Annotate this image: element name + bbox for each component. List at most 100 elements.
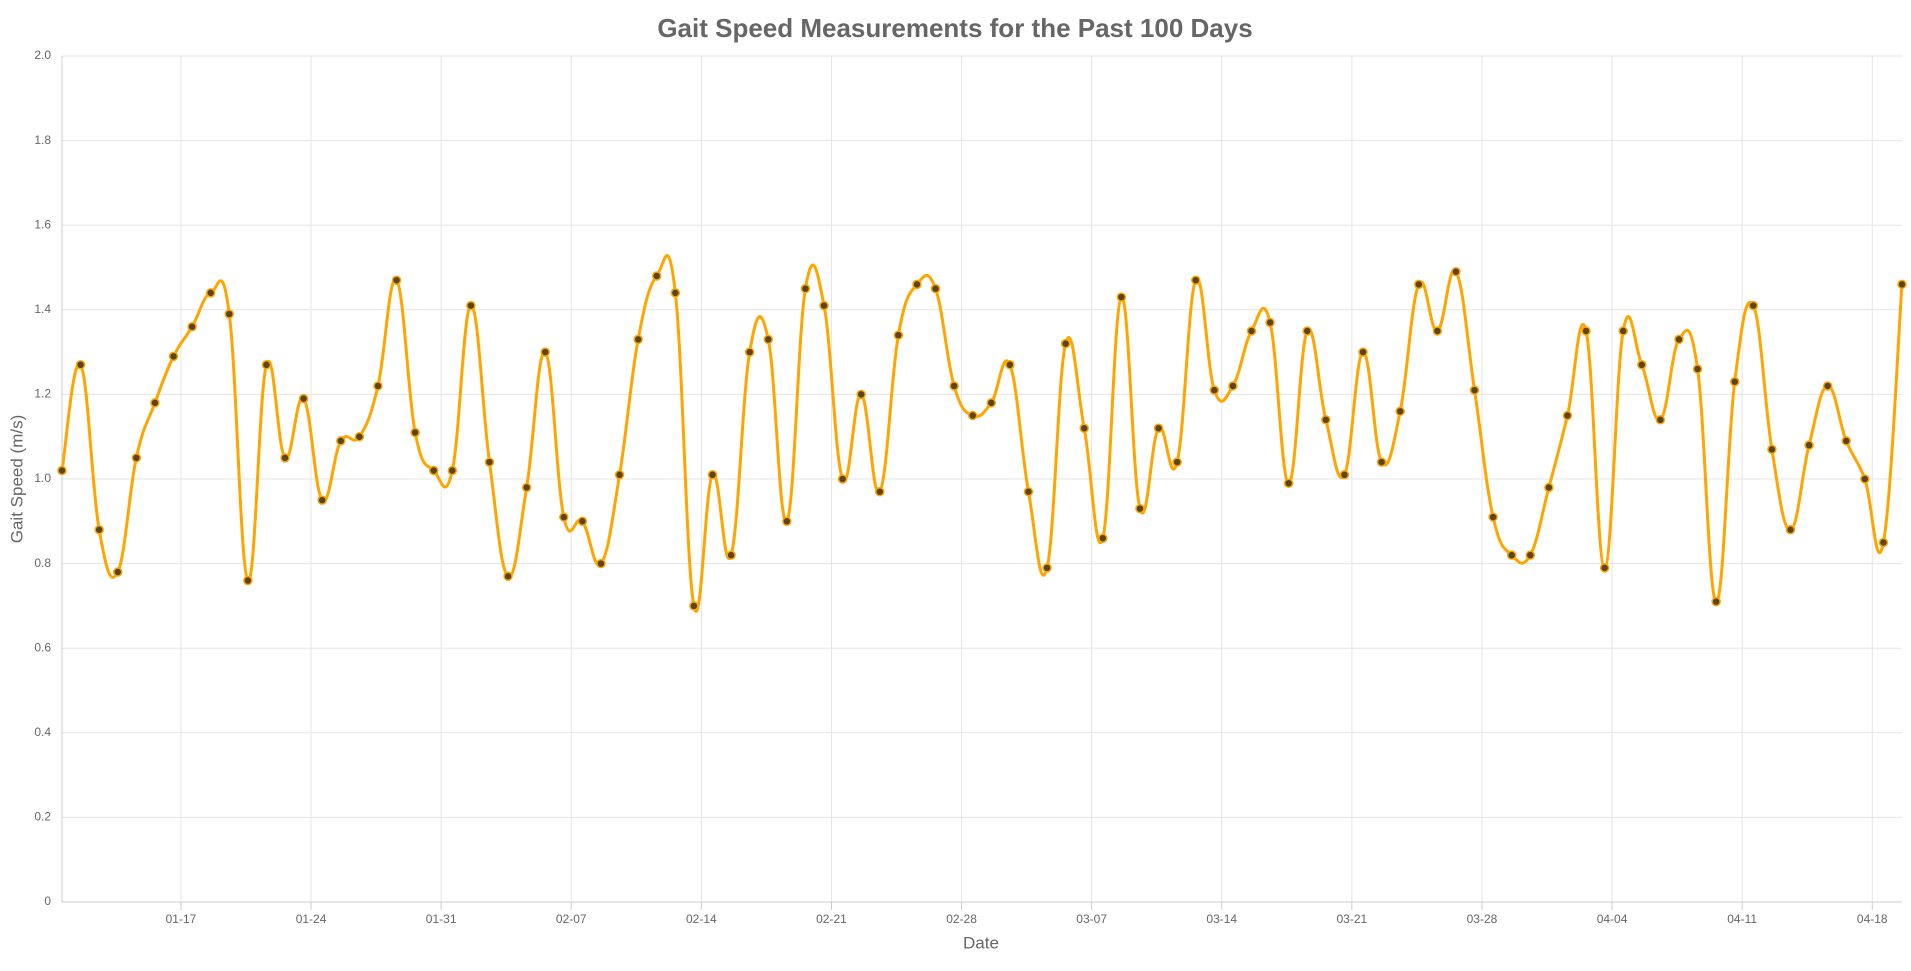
data-point (1172, 457, 1182, 467)
data-point (1897, 279, 1907, 290)
data-point (1302, 326, 1313, 336)
x-tick-label: 03-14 (1206, 912, 1237, 926)
data-point (354, 431, 365, 442)
data-point (187, 321, 197, 332)
x-axis-label: Date (963, 933, 999, 952)
x-tick-label: 04-04 (1597, 912, 1628, 926)
x-tick-label: 03-21 (1337, 912, 1368, 926)
x-tick-label: 01-31 (426, 912, 457, 926)
data-point (1414, 279, 1424, 290)
data-point (1023, 486, 1034, 497)
data-point (875, 486, 885, 497)
data-point (1860, 474, 1870, 484)
x-tick-label: 02-28 (946, 912, 977, 926)
data-point (1506, 550, 1517, 560)
data-point (800, 283, 811, 294)
x-tick-label: 03-07 (1076, 912, 1107, 926)
data-point (373, 381, 383, 391)
data-point (113, 567, 123, 577)
data-point (150, 398, 160, 408)
data-point (336, 436, 346, 446)
data-point (689, 601, 699, 611)
data-point (670, 288, 681, 298)
data-point (317, 495, 327, 505)
data-point (1711, 596, 1721, 607)
data-point (1116, 292, 1127, 302)
data-point (205, 288, 216, 298)
data-point (726, 550, 736, 560)
data-point (1153, 423, 1164, 433)
data-point (1562, 410, 1573, 421)
data-point (1432, 326, 1443, 336)
y-tick-label: 1.4 (34, 302, 51, 316)
data-point (559, 512, 569, 522)
data-point (633, 334, 643, 345)
data-point (837, 474, 848, 484)
data-point (1618, 326, 1628, 336)
y-tick-label: 1.6 (34, 217, 51, 231)
data-point (893, 330, 904, 340)
y-tick-label: 0.6 (34, 640, 51, 654)
x-tick-label: 02-07 (556, 912, 587, 926)
y-tick-label: 1.8 (34, 133, 51, 147)
x-tick-label: 03-28 (1467, 912, 1498, 926)
data-point (243, 575, 253, 586)
x-tick-label: 01-17 (166, 912, 197, 926)
data-point (503, 571, 513, 582)
data-point (280, 453, 290, 463)
data-point (1674, 334, 1684, 345)
data-point (1321, 415, 1331, 425)
data-point (1841, 436, 1851, 446)
data-point (651, 271, 662, 281)
data-point (131, 453, 142, 463)
data-point (856, 389, 866, 400)
data-point (1339, 470, 1350, 480)
data-line (60, 254, 1904, 613)
data-point (1599, 563, 1610, 573)
data-point (577, 516, 588, 527)
data-point (1451, 266, 1461, 277)
data-point (540, 347, 550, 357)
data-point (1190, 275, 1201, 285)
data-point (967, 410, 978, 421)
x-tick-label: 02-21 (816, 912, 847, 926)
data-point (1060, 338, 1071, 349)
data-point (428, 465, 439, 476)
x-tick-label: 01-24 (296, 912, 327, 926)
data-point (75, 360, 86, 370)
data-point (1822, 381, 1833, 391)
data-point (484, 457, 495, 467)
data-point (763, 334, 774, 345)
data-point (1748, 300, 1759, 311)
data-point (410, 427, 420, 438)
x-tick-label: 02-14 (686, 912, 717, 926)
data-point (614, 470, 625, 480)
data-point (986, 398, 997, 408)
data-point (1265, 317, 1275, 328)
data-point (1785, 525, 1796, 535)
data-point (1395, 406, 1405, 417)
y-tick-label: 0.2 (34, 810, 51, 824)
data-point (1209, 385, 1220, 395)
data-point (930, 283, 941, 294)
data-point (57, 465, 67, 476)
data-point (1878, 537, 1889, 548)
data-point (1525, 550, 1536, 560)
data-point (1246, 326, 1257, 336)
data-point (1283, 478, 1294, 488)
x-tick-label: 04-11 (1727, 912, 1757, 926)
data-point (1581, 326, 1591, 336)
data-point (298, 393, 309, 404)
data-point (94, 525, 104, 535)
y-tick-label: 0 (44, 894, 51, 908)
data-point (1098, 533, 1108, 543)
data-point (521, 482, 532, 493)
data-point (1767, 444, 1777, 455)
data-point (1042, 563, 1052, 573)
data-point (707, 470, 718, 480)
data-point (1469, 385, 1480, 395)
data-point (744, 347, 755, 357)
data-point (1655, 415, 1666, 425)
data-point (1135, 503, 1145, 514)
